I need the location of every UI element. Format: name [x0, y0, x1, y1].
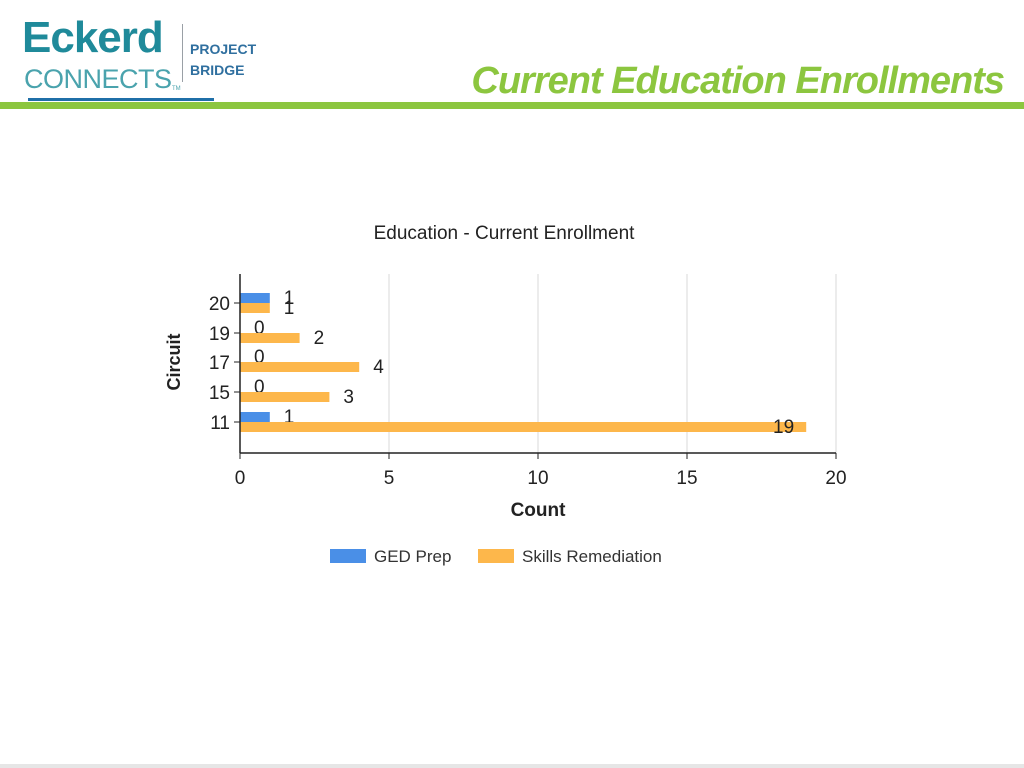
legend-swatch — [478, 549, 514, 563]
header-rule — [0, 102, 1024, 109]
x-tick-label: 5 — [384, 468, 395, 489]
logo-sub-line2: BRIDGE — [190, 62, 245, 78]
logo-sub-line1: PROJECT — [190, 41, 257, 57]
data-label: 0 — [254, 318, 265, 339]
y-tick-label: 17 — [209, 353, 230, 374]
data-label: 1 — [284, 298, 295, 319]
bar — [240, 293, 270, 303]
bottom-edge — [0, 764, 1024, 768]
logo-wordmark-connects: CONNECTS — [24, 64, 172, 94]
y-tick-label: 11 — [210, 413, 230, 434]
data-label: 1 — [284, 288, 295, 309]
x-tick-label: 15 — [676, 468, 697, 489]
y-tick-label: 15 — [209, 383, 230, 404]
legend-label: GED Prep — [374, 547, 451, 566]
bar — [240, 333, 300, 343]
data-label: 0 — [254, 377, 265, 398]
x-tick-label: 20 — [825, 468, 846, 489]
eckerd-connects-logo: Eckerd CONNECTS TM PROJECT BRIDGE — [22, 6, 272, 102]
chart-title: Education - Current Enrollment — [374, 223, 636, 244]
data-label: 3 — [343, 387, 354, 408]
bar — [240, 362, 360, 372]
bar — [240, 412, 270, 422]
y-tick-label: 20 — [209, 294, 230, 315]
logo-wordmark-eckerd: Eckerd — [22, 13, 164, 62]
y-tick-label: 19 — [209, 324, 230, 345]
data-label: 19 — [773, 417, 794, 438]
logo-divider — [182, 24, 183, 82]
legend-swatch — [330, 549, 366, 563]
legend-label: Skills Remediation — [522, 547, 662, 566]
y-axis-label: Circuit — [164, 333, 184, 390]
data-label: 0 — [254, 347, 265, 368]
bar — [240, 422, 807, 432]
data-label: 4 — [373, 357, 384, 378]
logo-trademark: TM — [172, 86, 181, 92]
bar — [240, 392, 330, 402]
bar — [240, 303, 270, 313]
slide-title: Current Education Enrollments — [471, 60, 1005, 102]
x-tick-label: 0 — [235, 468, 246, 489]
x-tick-label: 10 — [527, 468, 548, 489]
data-label: 1 — [284, 407, 295, 428]
x-axis-label: Count — [511, 500, 567, 521]
logo-project-bridge: PROJECT BRIDGE — [190, 39, 256, 81]
data-label: 2 — [314, 328, 325, 349]
logo-underline — [28, 98, 214, 101]
